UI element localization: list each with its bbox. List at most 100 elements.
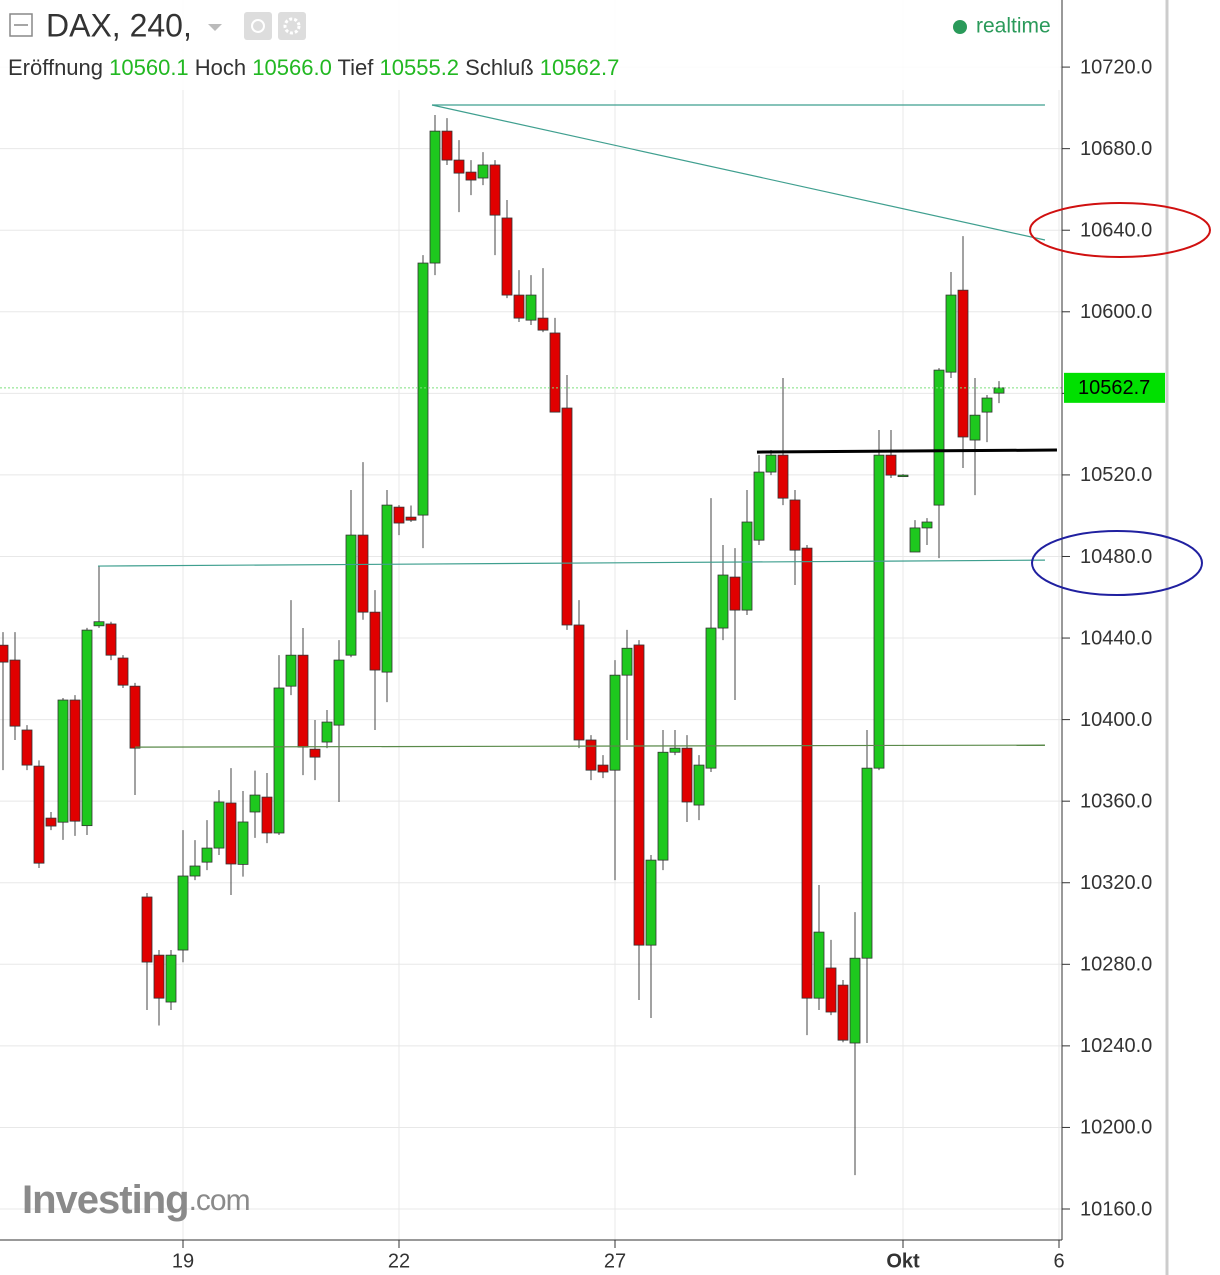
candle-body bbox=[69, 699, 81, 822]
candle-body bbox=[453, 159, 465, 174]
candle-body bbox=[501, 217, 513, 296]
plot bbox=[0, 104, 1062, 1176]
header-value: 10566.0 bbox=[252, 55, 332, 80]
candle-body bbox=[417, 262, 429, 516]
candle-body bbox=[597, 764, 609, 773]
candle-body bbox=[921, 521, 933, 529]
y-tick-label: 10240.0 bbox=[1080, 1035, 1152, 1057]
candle-body bbox=[825, 967, 837, 1013]
candle-body bbox=[993, 387, 1005, 394]
candle-body bbox=[225, 802, 237, 865]
grid bbox=[0, 0, 1062, 1240]
candle-body bbox=[309, 748, 321, 758]
trend-line bbox=[98, 559, 1045, 567]
candle-body bbox=[609, 674, 621, 771]
candle-body bbox=[729, 576, 741, 611]
candle-body bbox=[477, 164, 489, 179]
candle-body bbox=[33, 765, 45, 864]
y-tick-label: 10600.0 bbox=[1080, 301, 1152, 323]
candle-body bbox=[273, 687, 285, 834]
candle-body bbox=[0, 644, 9, 663]
candle-body bbox=[645, 859, 657, 946]
candle-body bbox=[525, 294, 537, 321]
header-value: 10555.2 bbox=[380, 55, 460, 80]
candle-body bbox=[861, 767, 873, 959]
settings-icon-glyph bbox=[283, 17, 301, 35]
dropdown-icon[interactable] bbox=[208, 24, 222, 31]
status-dot bbox=[953, 20, 967, 34]
x-tick-label: 27 bbox=[604, 1250, 626, 1272]
candle-body bbox=[969, 414, 981, 441]
candle-body bbox=[333, 659, 345, 726]
candle-body bbox=[669, 747, 681, 753]
trend-line bbox=[134, 744, 1045, 748]
trend-line bbox=[431, 104, 1046, 241]
candle-body bbox=[933, 369, 945, 506]
x-tick-label: Okt bbox=[886, 1250, 920, 1272]
candle-body bbox=[621, 647, 633, 676]
candle-body bbox=[561, 407, 573, 626]
x-tick-label: 19 bbox=[172, 1250, 194, 1272]
y-tick-label: 10360.0 bbox=[1080, 790, 1152, 812]
candle-body bbox=[717, 574, 729, 629]
candle-body bbox=[21, 729, 33, 766]
candle-body bbox=[741, 521, 753, 611]
candle-body bbox=[261, 796, 273, 834]
axes: 10160.0 10200.0 10240.0 10280.0 10320.0 10360… bbox=[0, 0, 1165, 1272]
watermark: Investing.com bbox=[22, 1178, 250, 1222]
candle-body bbox=[285, 654, 297, 687]
candle-body bbox=[657, 751, 669, 861]
y-tick-label: 10160.0 bbox=[1080, 1198, 1152, 1220]
candle-body bbox=[513, 294, 525, 319]
collapse-icon[interactable] bbox=[9, 13, 33, 37]
candle-body bbox=[801, 547, 813, 999]
candle-body bbox=[345, 534, 357, 656]
highlight-ellipse bbox=[1031, 530, 1203, 596]
y-tick-label: 10440.0 bbox=[1080, 627, 1152, 649]
candle-body bbox=[585, 739, 597, 771]
candle-body bbox=[945, 294, 957, 373]
candle-body bbox=[201, 847, 213, 863]
status: realtime bbox=[976, 15, 1051, 38]
header-label: Hoch bbox=[195, 55, 246, 80]
candle-body bbox=[633, 644, 645, 946]
candle-body bbox=[57, 699, 69, 823]
candle-body bbox=[405, 516, 417, 521]
candle-body bbox=[321, 721, 333, 743]
candle-body bbox=[117, 657, 129, 686]
candle-body bbox=[429, 130, 441, 264]
y-tick-label: 10520.0 bbox=[1080, 464, 1152, 486]
y-tick-label: 10200.0 bbox=[1080, 1117, 1152, 1139]
candle-body bbox=[549, 332, 561, 413]
candle-body bbox=[909, 527, 921, 553]
eye-icon[interactable] bbox=[244, 12, 272, 40]
y-tick-label: 10320.0 bbox=[1080, 872, 1152, 894]
y-tick-label: 10400.0 bbox=[1080, 709, 1152, 731]
y-tick-label: 10280.0 bbox=[1080, 954, 1152, 976]
candle-body bbox=[777, 454, 789, 499]
candle-body bbox=[9, 659, 21, 727]
candle-body bbox=[369, 611, 381, 671]
candle-body bbox=[465, 171, 477, 181]
candle-body bbox=[897, 474, 909, 478]
watermark-main: Investing bbox=[22, 1178, 189, 1222]
candle-body bbox=[681, 747, 693, 803]
header-bg bbox=[0, 0, 1060, 90]
header-label: Schluß bbox=[465, 55, 533, 80]
candle-body bbox=[189, 865, 201, 877]
header-label: Eröffnung bbox=[8, 55, 103, 80]
settings-icon[interactable] bbox=[278, 12, 306, 40]
watermark-suffix: .com bbox=[189, 1184, 250, 1217]
candle-body bbox=[873, 454, 885, 769]
candle-body bbox=[93, 621, 105, 627]
candle-body bbox=[957, 289, 969, 438]
candle-body bbox=[165, 954, 177, 1003]
candle-body bbox=[705, 627, 717, 769]
candle-body bbox=[789, 499, 801, 551]
candle-body bbox=[249, 794, 261, 813]
candle-body bbox=[129, 685, 141, 749]
candle-body bbox=[357, 534, 369, 613]
candle-body bbox=[573, 624, 585, 741]
